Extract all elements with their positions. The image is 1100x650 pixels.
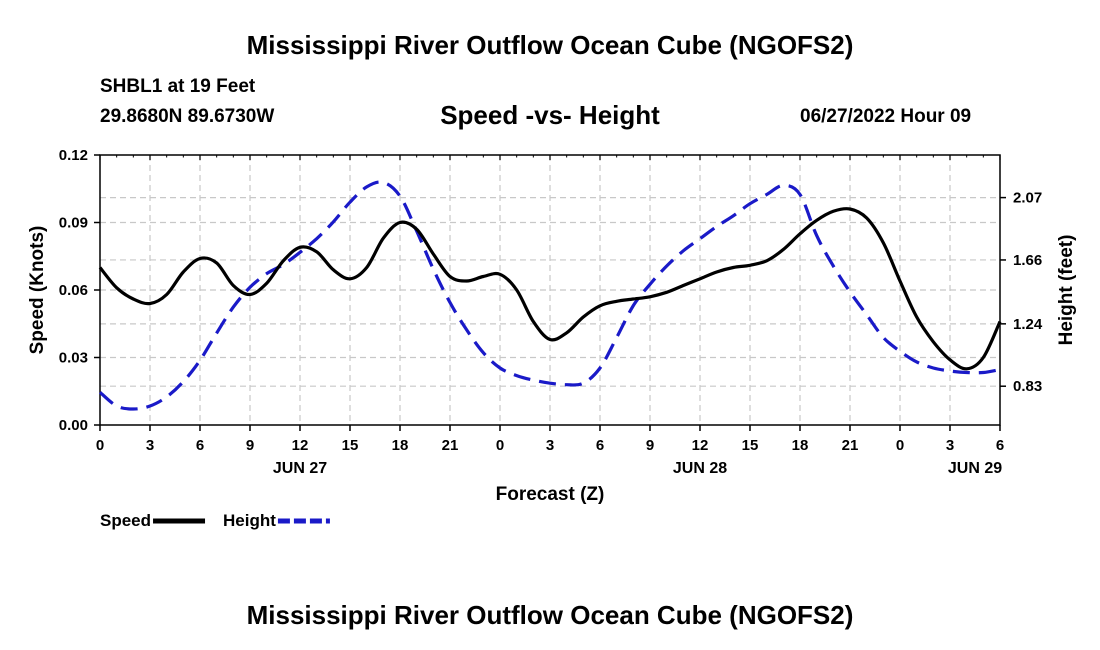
y2-tick-label: 2.07: [1013, 190, 1042, 207]
x-tick-label: 0: [896, 437, 904, 454]
y-axis-label: Speed (Knots): [27, 226, 48, 355]
x-tick-label: 12: [292, 437, 309, 454]
y2-axis-label: Height (feet): [1056, 235, 1077, 346]
forecast-datetime: 06/27/2022 Hour 09: [800, 106, 972, 127]
y2-tick-label: 0.83: [1013, 378, 1042, 395]
x-tick-label: 6: [996, 437, 1004, 454]
day-label: JUN 28: [673, 460, 727, 477]
x-tick-label: 9: [246, 437, 254, 454]
day-label: JUN 27: [273, 460, 327, 477]
x-tick-label: 21: [442, 437, 459, 454]
x-tick-label: 18: [392, 437, 409, 454]
series-line-height: [98, 180, 1001, 411]
x-tick-label: 0: [96, 437, 104, 454]
station-label: SHBL1 at 19 Feet: [100, 76, 256, 97]
x-tick-label: 0: [496, 437, 504, 454]
y-tick-label: 0.06: [59, 282, 88, 299]
x-tick-label: 15: [742, 437, 759, 454]
day-label: JUN 29: [948, 460, 1002, 477]
chart-title: Speed -vs- Height: [440, 100, 660, 130]
y-tick-label: 0.00: [59, 417, 88, 434]
legend-label-height: Height: [223, 511, 276, 530]
x-tick-label: 3: [946, 437, 954, 454]
y-tick-label: 0.12: [59, 147, 88, 164]
y2-tick-label: 1.24: [1013, 316, 1043, 333]
legend: Speed Height: [100, 511, 330, 530]
y-tick-label: 0.03: [59, 350, 88, 367]
x-tick-label: 6: [596, 437, 604, 454]
legend-label-speed: Speed: [100, 511, 151, 530]
x-tick-label: 9: [646, 437, 654, 454]
station-coordinates: 29.8680N 89.6730W: [100, 106, 275, 127]
series-lines: [98, 180, 1002, 411]
speed-height-chart: 0 3 6 9 12 15 18 21 0 3 6 9 12 15 18 21 0 3 6 JUN 27 JUN 28 J…: [27, 147, 1077, 530]
axes: 0 3 6 9 12 15 18 21 0 3 6 9 12 15 18 21 0 3 6 JUN 27 JUN 28 J…: [59, 147, 1043, 477]
x-tick-label: 21: [842, 437, 859, 454]
page-title-repeat: Mississippi River Outflow Ocean Cube (NG…: [246, 600, 854, 630]
x-tick-label: 3: [546, 437, 554, 454]
x-tick-label: 18: [792, 437, 809, 454]
y-tick-label: 0.09: [59, 215, 88, 232]
x-tick-label: 3: [146, 437, 154, 454]
x-tick-label: 12: [692, 437, 709, 454]
page-title: Mississippi River Outflow Ocean Cube (NG…: [246, 30, 854, 60]
grid-lines: [100, 155, 1000, 425]
x-tick-label: 15: [342, 437, 359, 454]
x-tick-label: 6: [196, 437, 204, 454]
series-line-speed: [98, 207, 1002, 371]
x-axis-label: Forecast (Z): [496, 484, 605, 505]
y2-tick-label: 1.66: [1013, 252, 1042, 269]
